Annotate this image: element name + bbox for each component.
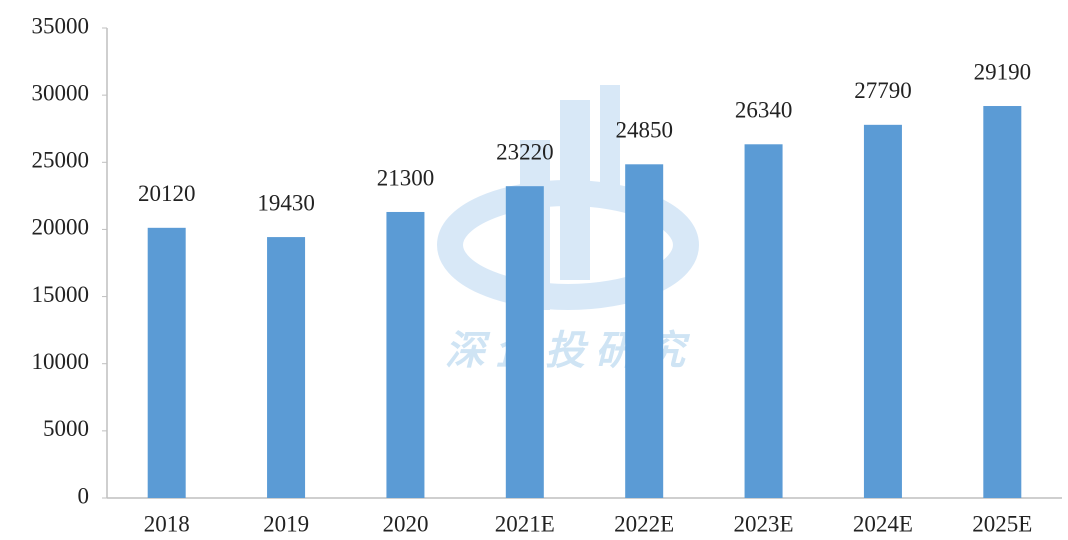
bar — [863, 124, 902, 498]
data-label: 27790 — [854, 78, 912, 103]
bar — [386, 211, 425, 498]
x-tick-label: 2019 — [263, 511, 309, 536]
data-label: 20120 — [138, 181, 196, 206]
bar — [983, 106, 1022, 499]
x-tick-label: 2024E — [853, 511, 913, 536]
y-tick-label: 25000 — [32, 148, 90, 173]
x-tick-label: 2023E — [734, 511, 794, 536]
x-tick-label: 2022E — [614, 511, 674, 536]
watermark-logo — [437, 85, 699, 310]
data-label: 19430 — [257, 190, 315, 215]
data-label: 26340 — [735, 98, 793, 123]
bar — [505, 186, 544, 498]
y-tick-label: 30000 — [32, 80, 90, 105]
y-tick-label: 10000 — [32, 349, 90, 374]
y-tick-label: 0 — [78, 483, 90, 508]
x-tick-label: 2020 — [382, 511, 428, 536]
bar — [267, 237, 306, 498]
y-tick-label: 15000 — [32, 282, 90, 307]
x-tick-label: 2025E — [972, 511, 1032, 536]
data-label: 29190 — [974, 59, 1032, 84]
x-tick-label: 2018 — [144, 511, 190, 536]
data-label: 23220 — [496, 139, 554, 164]
bar — [147, 227, 186, 498]
y-tick-label: 20000 — [32, 215, 90, 240]
x-tick-label: 2021E — [495, 511, 555, 536]
data-label: 21300 — [377, 165, 435, 190]
y-tick-label: 5000 — [43, 416, 89, 441]
bar — [625, 164, 664, 499]
bar — [744, 144, 783, 498]
y-tick-label: 35000 — [32, 13, 90, 38]
data-label: 24850 — [615, 118, 673, 143]
